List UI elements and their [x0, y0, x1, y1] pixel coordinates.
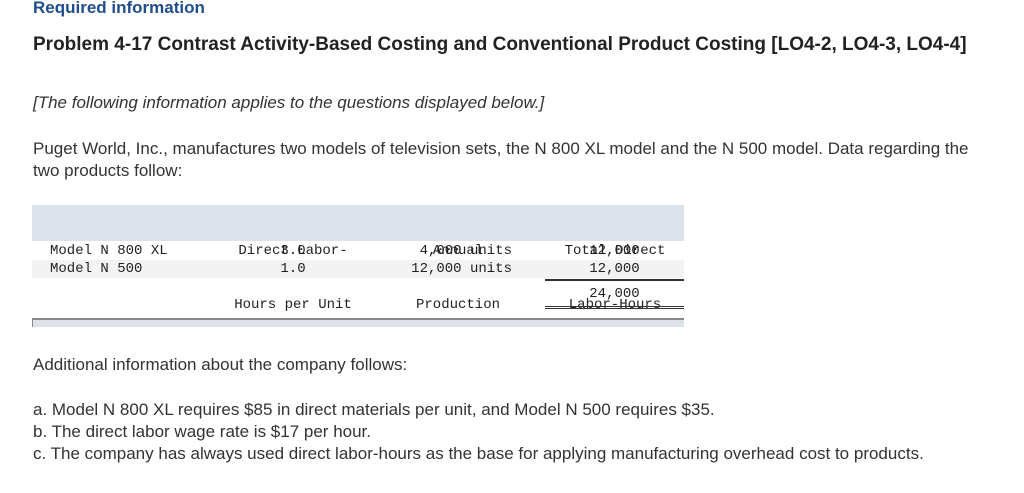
dlh-per-unit: 1.0: [280, 261, 306, 277]
annual-production: 12,000 units: [411, 261, 512, 277]
total-dlh: 12,000: [589, 261, 640, 277]
table-row: Model N 500 1.0 12,000 units 12,000: [32, 260, 684, 278]
subtotal-underline: [545, 279, 684, 281]
problem-title: Problem 4-17 Contrast Activity-Based Cos…: [33, 34, 967, 55]
total-dlh: 12,000: [589, 243, 640, 259]
required-information-label: Required information: [33, 0, 205, 17]
applies-note: [The following information applies to th…: [33, 93, 545, 112]
info-item-c: c. The company has always used direct la…: [33, 444, 924, 463]
additional-info-heading: Additional information about the company…: [33, 355, 408, 374]
additional-info-list: a. Model N 800 XL requires $85 in direct…: [33, 399, 993, 465]
table-header: Direct Labor- Hours per Unit Annual Prod…: [32, 205, 684, 313]
col-header-total-dlh: Total Direct Labor-Hours: [564, 243, 666, 313]
row-label: Model N 500: [50, 261, 143, 277]
intro-paragraph: Puget World, Inc., manufactures two mode…: [33, 139, 969, 180]
table-footer-bar: [32, 318, 684, 327]
annual-production: 4,000 units: [419, 243, 512, 259]
total-double-underline: [545, 306, 684, 309]
info-item-b: b. The direct labor wage rate is $17 per…: [33, 422, 371, 441]
dlh-per-unit: 3.0: [280, 243, 306, 259]
row-label: Model N 800 XL: [50, 243, 168, 259]
col-header-annual-production: Annual Production: [415, 243, 500, 313]
info-item-a: a. Model N 800 XL requires $85 in direct…: [33, 400, 715, 419]
table-row: Model N 800 XL 3.0 4,000 units 12,000: [32, 242, 684, 260]
col-header-dlh-per-unit: Direct Labor- Hours per Unit: [234, 243, 352, 313]
total-dlh-sum: 24,000: [589, 286, 640, 302]
